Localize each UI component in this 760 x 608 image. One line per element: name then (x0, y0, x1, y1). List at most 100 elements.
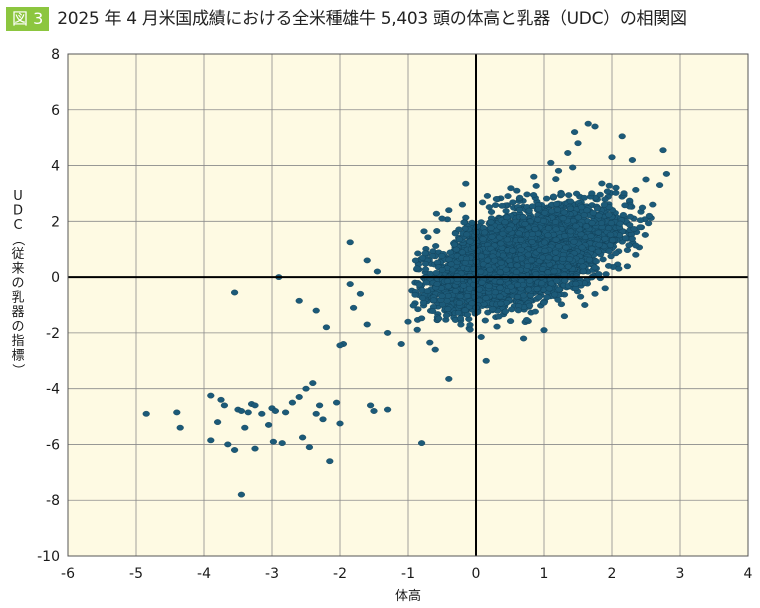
scatter-point (594, 248, 603, 255)
scatter-point (589, 210, 598, 216)
scatter-point (549, 193, 558, 200)
scatter-point (432, 269, 440, 276)
scatter-point (481, 317, 489, 324)
data-points (142, 120, 671, 498)
scatter-point (582, 223, 591, 230)
scatter-point (626, 213, 634, 220)
scatter-point (504, 193, 512, 200)
scatter-point (488, 233, 496, 240)
scatter-point (543, 294, 551, 301)
scatter-point (462, 214, 470, 221)
scatter-point (566, 205, 575, 212)
scatter-point (451, 230, 459, 237)
scatter-point (576, 293, 585, 300)
scatter-point (605, 182, 613, 189)
scatter-point (438, 252, 446, 259)
figure-title: 2025 年 4 月米国成績における全米種雄牛 5,403 頭の体高と乳器（UD… (57, 9, 687, 29)
scatter-point (632, 186, 640, 193)
scatter-point (428, 252, 437, 259)
scatter-point (479, 199, 487, 206)
scatter-point (588, 190, 596, 197)
scatter-point (483, 192, 492, 199)
scatter-point (461, 225, 469, 232)
scatter-point (460, 219, 468, 226)
scatter-point (497, 240, 505, 247)
scatter-point (644, 220, 653, 227)
scatter-point (620, 190, 628, 197)
scatter-point (455, 226, 463, 233)
scatter-point (487, 225, 495, 232)
scatter-point (599, 256, 607, 263)
scatter-point (625, 242, 633, 249)
scatter-point (456, 293, 464, 300)
scatter-point (552, 176, 560, 183)
scatter-point (415, 281, 423, 288)
scatter-point (414, 250, 422, 257)
scatter-point (603, 188, 612, 195)
scatter-point (565, 192, 573, 199)
scatter-point (600, 201, 609, 208)
scatter-point (612, 250, 620, 257)
scatter-point (433, 228, 441, 234)
scatter-point (598, 180, 606, 187)
scatter-point (532, 182, 540, 189)
scatter-point (432, 243, 440, 249)
scatter-point (529, 192, 538, 198)
scatter-point (514, 307, 523, 314)
scatter-point (477, 334, 485, 340)
scatter-point (601, 235, 609, 242)
scatter-point (579, 268, 588, 275)
scatter-point (487, 209, 496, 215)
scatter-point (473, 223, 481, 230)
scatter-point (523, 316, 531, 323)
scatter-point (492, 202, 500, 209)
scatter-point (528, 203, 537, 210)
scatter-point (585, 256, 594, 263)
scatter-point (516, 194, 524, 201)
scatter-point (481, 229, 489, 236)
scatter-point (414, 306, 422, 313)
scatter-point (535, 294, 543, 301)
scatter-point (605, 211, 613, 218)
scatter-point (641, 231, 649, 238)
scatter-point (638, 204, 647, 211)
scatter-point (555, 286, 563, 293)
scatter-point (466, 326, 474, 333)
scatter-point (424, 234, 432, 241)
scatter-point (602, 271, 610, 277)
scatter-point (552, 255, 560, 262)
scatter-point (636, 224, 644, 231)
scatter-point (612, 189, 620, 196)
scatter-point (594, 229, 602, 236)
scatter-point (558, 191, 566, 198)
scatter-point (495, 313, 503, 320)
scatter-point (413, 326, 421, 333)
scatter-point (432, 210, 441, 217)
scatter-point (540, 299, 548, 306)
scatter-point (493, 323, 501, 330)
scatter-point (423, 288, 432, 294)
scatter-point (413, 265, 421, 272)
scatter-point (552, 249, 560, 256)
scatter-point (482, 295, 490, 301)
scatter-point (443, 297, 451, 304)
scatter-point (457, 321, 465, 328)
scatter-point (557, 301, 566, 308)
scatter-point (498, 202, 506, 209)
scatter-point (418, 315, 426, 322)
scatter-point (421, 250, 429, 257)
figure-title-row: 図 3 2025 年 4 月米国成績における全米種雄牛 5,403 頭の体高と乳… (6, 6, 687, 32)
scatter-point (601, 196, 609, 203)
scatter-point (605, 248, 613, 255)
scatter-point (507, 318, 515, 324)
scatter-point (623, 247, 632, 254)
scatter-point (595, 271, 603, 277)
scatter-point (422, 266, 430, 273)
scatter-point (562, 244, 570, 251)
scatter-point (513, 293, 522, 300)
scatter-point (411, 291, 419, 298)
scatter-point (491, 289, 499, 296)
scatter-point (463, 292, 472, 299)
scatter-point (604, 262, 613, 269)
scatter-point (411, 257, 420, 264)
